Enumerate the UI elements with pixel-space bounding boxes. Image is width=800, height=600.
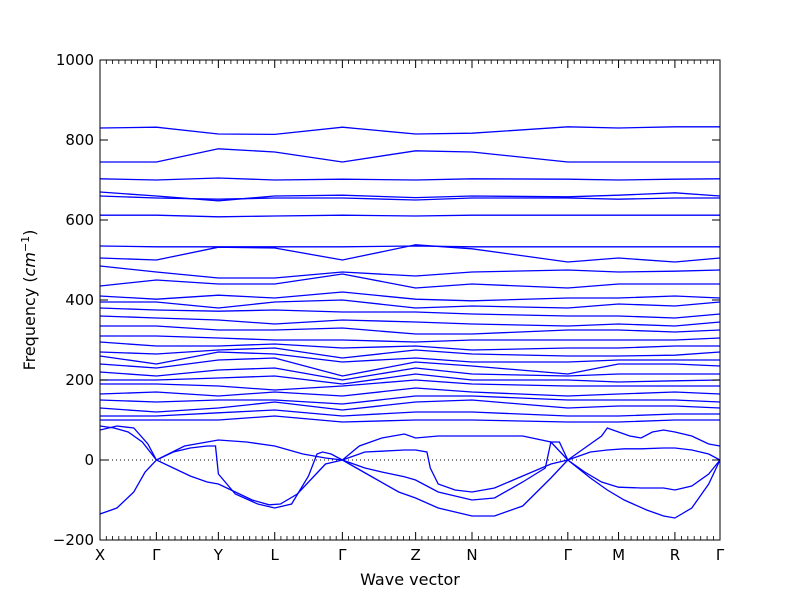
y-tick-label: 600 bbox=[65, 211, 94, 229]
band-line-3 bbox=[100, 177, 720, 181]
low-band-line-3 bbox=[100, 425, 343, 461]
y-tick-label: 0 bbox=[84, 451, 94, 469]
band-line-19 bbox=[100, 351, 720, 365]
y-tick-label: 1000 bbox=[56, 51, 94, 69]
y-tick-label: 200 bbox=[65, 371, 94, 389]
band-line-10 bbox=[100, 273, 720, 289]
band-line-17 bbox=[100, 341, 720, 351]
low-band-line-2 bbox=[100, 445, 343, 515]
band-line-16 bbox=[100, 335, 720, 343]
band-line-20 bbox=[100, 357, 720, 377]
band-line-23 bbox=[100, 379, 720, 391]
band-line-9 bbox=[100, 265, 720, 279]
x-axis-title: Wave vector bbox=[360, 570, 460, 589]
band-line-22 bbox=[100, 373, 720, 385]
y-tick-label: −200 bbox=[53, 531, 94, 549]
low-band-line-4 bbox=[342, 449, 568, 493]
low-band-line-7 bbox=[341, 433, 569, 461]
band-line-18 bbox=[100, 347, 720, 359]
band-line-1 bbox=[100, 126, 720, 136]
low-band-line-6 bbox=[342, 459, 569, 517]
band-line-24 bbox=[100, 387, 720, 397]
x-tick-label: R bbox=[670, 546, 680, 564]
x-tick-label: Γ bbox=[152, 546, 161, 564]
x-tick-label: X bbox=[95, 546, 105, 564]
x-tick-label: Γ bbox=[338, 546, 347, 564]
band-line-15 bbox=[100, 325, 720, 335]
band-line-26 bbox=[100, 399, 720, 413]
x-tick-label: Z bbox=[410, 546, 420, 564]
y-axis-title-text: Frequency bbox=[20, 288, 39, 371]
y-axis-title: Frequency (cm−1) bbox=[19, 230, 40, 371]
x-tick-label: M bbox=[612, 546, 625, 564]
band-line-27 bbox=[100, 409, 720, 417]
band-line-2 bbox=[100, 148, 720, 163]
minor-ticks bbox=[105, 60, 714, 540]
band-line-13 bbox=[100, 307, 720, 319]
x-tick-label: L bbox=[271, 546, 280, 564]
band-line-6 bbox=[100, 214, 720, 218]
low-band-line-9 bbox=[567, 459, 720, 519]
x-tick-label: Γ bbox=[564, 546, 573, 564]
band-line-28 bbox=[100, 415, 720, 423]
y-axis: −200 0 200 400 600 800 1000 bbox=[53, 51, 720, 549]
x-tick-label: Γ bbox=[716, 546, 725, 564]
band-line-7 bbox=[100, 245, 720, 248]
minor-tick-marks bbox=[105, 60, 714, 540]
band-line-25 bbox=[100, 395, 720, 405]
y-axis-unit-base: cm bbox=[20, 252, 39, 276]
band-line-8 bbox=[100, 244, 720, 263]
band-line-21 bbox=[100, 367, 720, 381]
plot-area bbox=[100, 60, 720, 540]
bands-group bbox=[100, 126, 720, 519]
y-tick-label: 400 bbox=[65, 291, 94, 309]
x-tick-label: Y bbox=[213, 546, 224, 564]
low-band-line-10 bbox=[567, 447, 720, 461]
band-line-11 bbox=[100, 291, 720, 302]
low-band-line-1 bbox=[100, 425, 343, 506]
band-line-14 bbox=[100, 315, 720, 327]
x-tick-label: N bbox=[466, 546, 477, 564]
low-band-line-8 bbox=[567, 459, 720, 491]
band-line-12 bbox=[100, 299, 720, 309]
low-band-line-11 bbox=[567, 427, 720, 461]
band-line-5 bbox=[100, 195, 720, 201]
y-tick-label: 800 bbox=[65, 131, 94, 149]
y-axis-unit-exp: −1 bbox=[19, 236, 32, 252]
